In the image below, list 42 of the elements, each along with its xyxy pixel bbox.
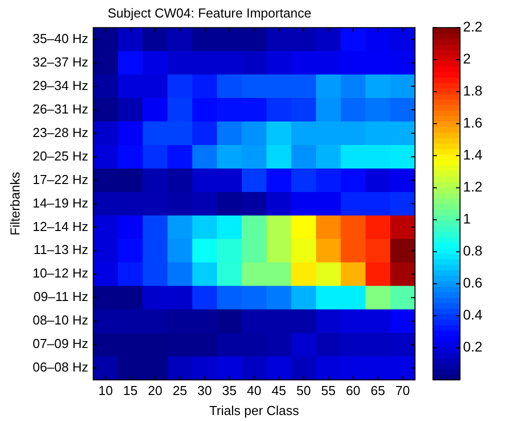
y-tick-label: 35–40 Hz [32, 30, 88, 46]
color-bar-label: 1.8 [463, 82, 483, 98]
y-tick-label: 29–34 Hz [32, 78, 88, 93]
x-tick-label: 40 [246, 383, 262, 398]
y-tick-label: 17–22 Hz [32, 172, 88, 187]
y-tick-label: 06–08 Hz [32, 360, 88, 375]
x-tick-label: 70 [395, 383, 410, 398]
y-tick-label: 10–12 Hz [32, 266, 88, 281]
y-tick-label: 11–13 Hz [34, 242, 88, 258]
y-tick-label: 08–10 Hz [32, 312, 88, 328]
color-bar-label: 0.8 [463, 242, 483, 259]
x-tick-label: 10 [98, 383, 113, 398]
y-tick-label: 32–37 Hz [32, 54, 88, 70]
x-axis-title: Trials per Class [209, 402, 300, 418]
y-tick-label: 12–14 Hz [32, 218, 88, 234]
y-tick-label: 14–19 Hz [32, 195, 88, 210]
color-bar-label: 0.2 [463, 338, 483, 355]
x-tick-label: 25 [172, 383, 188, 398]
y-tick-label: 23–28 Hz [32, 124, 88, 140]
y-tick-label: 26–31 Hz [32, 101, 88, 116]
color-bar-label: 1.6 [463, 114, 483, 131]
color-bar-label: 0.4 [463, 306, 483, 323]
x-tick-label: 55 [321, 383, 336, 398]
x-tick-label: 50 [296, 383, 311, 398]
y-tick-label: 07–09 Hz [32, 336, 88, 352]
color-bar-label: 1.4 [463, 146, 483, 163]
y-tick-label: 20–25 Hz [32, 148, 88, 164]
x-tick-label: 65 [370, 383, 386, 398]
x-tick-label: 45 [272, 383, 286, 398]
x-tick-label: 35 [222, 383, 237, 398]
x-tick-label: 15 [123, 383, 138, 398]
color-bar-label: 1.2 [463, 178, 483, 195]
color-bar-label: 0.6 [463, 274, 483, 291]
y-tick-label: 09–11 Hz [34, 289, 88, 304]
x-tick-label: 60 [346, 383, 360, 398]
x-tick-label: 30 [197, 383, 212, 398]
x-tick-label: 20 [148, 383, 162, 398]
color-bar-label: 2 [463, 50, 471, 66]
chart-title: Subject CW04: Feature Importance [108, 5, 312, 20]
color-bar-label: 1 [463, 210, 471, 227]
color-bar-label: 2.2 [463, 18, 483, 34]
y-axis-title: Filterbanks [7, 171, 22, 236]
